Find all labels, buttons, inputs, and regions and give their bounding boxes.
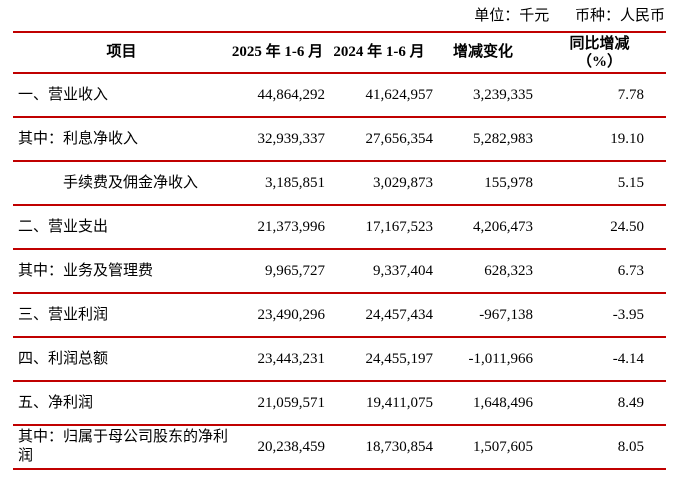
value-2024: 24,457,434 xyxy=(365,306,434,323)
value-yoy: 5.15 xyxy=(617,174,644,191)
row-label: 手续费及佣金净收入 xyxy=(63,174,199,191)
header-period-2024: 2024 年 1-6 月 xyxy=(333,44,425,61)
value-yoy: 8.49 xyxy=(617,394,644,411)
value-change: -967,138 xyxy=(479,306,533,323)
value-yoy: -4.14 xyxy=(612,350,644,367)
table-row: 五、净利润 21,059,571 19,411,075 1,648,496 8.… xyxy=(13,381,666,425)
header-period-2025: 2025 年 1-6 月 xyxy=(231,44,324,61)
value-2025: 9,965,727 xyxy=(265,262,325,279)
value-change: 155,978 xyxy=(484,174,533,191)
value-2025: 21,373,996 xyxy=(257,218,326,235)
table-row: 二、营业支出 21,373,996 17,167,523 4,206,473 2… xyxy=(13,205,666,249)
value-2024: 19,411,075 xyxy=(366,394,433,411)
value-yoy: 19.10 xyxy=(610,130,644,147)
value-2024: 17,167,523 xyxy=(365,218,434,235)
header-item: 项目 xyxy=(106,44,137,61)
row-label: 其中：业务及管理费 xyxy=(18,262,154,279)
value-change: 4,206,473 xyxy=(473,218,533,235)
table-row: 四、利润总额 23,443,231 24,455,197 -1,011,966 … xyxy=(13,337,666,381)
value-change: 3,239,335 xyxy=(473,86,533,103)
value-2025: 32,939,337 xyxy=(257,130,326,147)
value-change: 5,282,983 xyxy=(473,130,533,147)
value-2024: 24,455,197 xyxy=(365,350,434,367)
value-2024: 27,656,354 xyxy=(365,130,434,147)
unit-label: 单位：千元 xyxy=(474,8,550,24)
value-2024: 18,730,854 xyxy=(365,438,434,455)
value-change: -1,011,966 xyxy=(468,350,533,367)
table-row: 其中：归属于母公司股东的净利润 20,238,459 18,730,854 1,… xyxy=(13,425,666,469)
header-yoy-line1: 同比增减 xyxy=(569,35,630,52)
currency-label: 币种：人民币 xyxy=(574,8,665,24)
value-2025: 23,443,231 xyxy=(257,350,326,367)
row-label: 其中：归属于母公司股东的净利润 xyxy=(18,429,229,464)
value-yoy: -3.95 xyxy=(612,306,644,323)
value-2025: 44,864,292 xyxy=(257,86,326,103)
value-change: 1,648,496 xyxy=(473,394,533,411)
header-yoy-line2: （%） xyxy=(576,53,622,70)
income-statement-table: 项目 2025 年 1-6 月 2024 年 1-6 月 增减变化 同比增减 （… xyxy=(13,31,666,470)
row-label: 四、利润总额 xyxy=(18,350,109,367)
value-2025: 20,238,459 xyxy=(257,438,326,455)
header-change: 增减变化 xyxy=(452,44,513,61)
value-2024: 41,624,957 xyxy=(365,86,434,103)
value-2024: 9,337,404 xyxy=(373,262,433,279)
table-row: 其中：业务及管理费 9,965,727 9,337,404 628,323 6.… xyxy=(13,249,666,293)
value-2025: 23,490,296 xyxy=(257,306,326,323)
value-change: 1,507,605 xyxy=(473,438,533,455)
row-label: 其中：利息净收入 xyxy=(18,130,139,147)
row-label: 一、营业收入 xyxy=(18,86,109,103)
header-yoy: 同比增减 （%） xyxy=(533,32,666,73)
row-label: 五、净利润 xyxy=(18,394,94,411)
value-2025: 21,059,571 xyxy=(257,394,326,411)
value-yoy: 7.78 xyxy=(617,86,644,103)
value-yoy: 6.73 xyxy=(617,262,644,279)
table-row: 三、营业利润 23,490,296 24,457,434 -967,138 -3… xyxy=(13,293,666,337)
table-row: 其中：利息净收入 32,939,337 27,656,354 5,282,983… xyxy=(13,117,666,161)
row-label: 二、营业支出 xyxy=(18,218,109,235)
value-2025: 3,185,851 xyxy=(265,174,325,191)
value-2024: 3,029,873 xyxy=(373,174,433,191)
unit-currency-line: 单位：千元 币种：人民币 xyxy=(474,6,665,26)
table-header-row: 项目 2025 年 1-6 月 2024 年 1-6 月 增减变化 同比增减 （… xyxy=(13,32,666,73)
value-yoy: 24.50 xyxy=(610,218,644,235)
table-row: 手续费及佣金净收入 3,185,851 3,029,873 155,978 5.… xyxy=(13,161,666,205)
value-change: 628,323 xyxy=(484,262,533,279)
row-label: 三、营业利润 xyxy=(18,306,109,323)
table-row: 一、营业收入 44,864,292 41,624,957 3,239,335 7… xyxy=(13,73,666,117)
value-yoy: 8.05 xyxy=(617,438,644,455)
